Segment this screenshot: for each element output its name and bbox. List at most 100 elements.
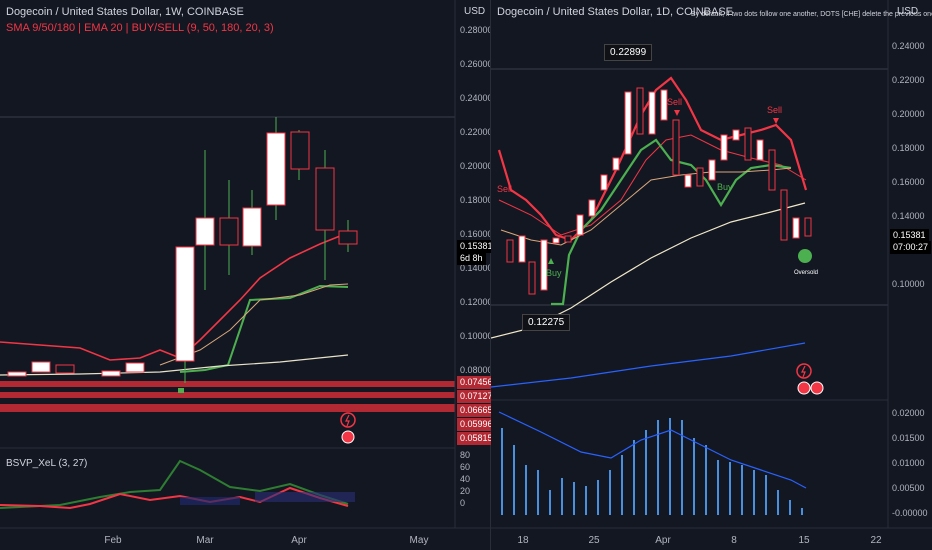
weekly-chart-svg[interactable]: 0.28000 0.26000 0.24000 0.22000 0.20000 0.180… <box>0 0 490 550</box>
lightning-icon <box>340 412 356 428</box>
countdown-badge: 6d 8h <box>457 252 486 265</box>
dots-note: By default, if two dots follow one anoth… <box>691 11 932 18</box>
indicator-list[interactable]: SMA 9/50/180 | EMA 20 | BUY/SELL (9, 50,… <box>6 22 274 34</box>
osc-tick: 20 <box>460 486 470 496</box>
volume-bar <box>753 470 755 515</box>
volume-bar <box>561 478 563 515</box>
candle <box>101 370 121 377</box>
support-level-1 <box>0 381 455 387</box>
volume-tick: 0.01500 <box>892 433 925 443</box>
volume-bar <box>693 438 695 515</box>
daily-chart-svg[interactable]: 0.24000 0.22000 0.20000 0.18000 0.16000 0.140… <box>491 0 932 550</box>
sma-orange-line <box>159 283 349 366</box>
price-tick: 0.22000 <box>892 75 925 85</box>
time-tick: Feb <box>104 535 122 546</box>
volume-average-line <box>498 411 807 489</box>
time-tick: Apr <box>655 535 671 546</box>
volume-bar <box>573 482 575 515</box>
daily-chart-panel[interactable]: 0.24000 0.22000 0.20000 0.18000 0.16000 0.140… <box>491 0 932 550</box>
oscillator-green-line <box>0 459 349 509</box>
volume-bar <box>537 470 539 515</box>
volume-bar <box>669 418 671 515</box>
price-tick: 0.16000 <box>460 229 490 239</box>
oscillator-label[interactable]: BSVP_XeL (3, 27) <box>6 458 88 469</box>
buy-signal: Buy <box>717 182 733 192</box>
oversold-dot <box>798 249 812 263</box>
volume-tick: 0.02000 <box>892 408 925 418</box>
volume-bar <box>645 430 647 515</box>
weekly-candles <box>7 117 358 383</box>
volume-bar <box>609 470 611 515</box>
level-badge: 0.07456 <box>457 376 496 389</box>
candle <box>7 371 27 377</box>
ema-red-thin-line <box>498 134 807 236</box>
candle <box>338 230 358 245</box>
price-tick: 0.14000 <box>460 263 490 273</box>
chart-title: Dogecoin / United States Dollar, 1W, COI… <box>6 6 244 18</box>
us-flag-icon <box>797 381 811 395</box>
volume-bar <box>549 490 551 515</box>
daily-candles <box>506 87 812 295</box>
price-tick: 0.28000 <box>460 25 490 35</box>
volume-bar <box>621 455 623 515</box>
volume-bar <box>729 462 731 515</box>
price-tick: 0.18000 <box>892 143 925 153</box>
price-tick: 0.14000 <box>892 211 925 221</box>
volume-histogram <box>501 418 803 515</box>
level-badge: 0.06665 <box>457 404 496 417</box>
volume-bar <box>765 475 767 515</box>
volume-bar <box>801 508 803 515</box>
volume-bar <box>657 420 659 515</box>
buy-arrow-icon <box>548 258 554 264</box>
current-price-badge: 0.15381 <box>890 229 929 242</box>
sma-blue-line <box>491 342 806 388</box>
signal-marker <box>178 388 184 393</box>
price-tick: 0.20000 <box>460 161 490 171</box>
level-badge: 0.05996 <box>457 418 496 431</box>
volume-tick: -0.00000 <box>892 508 928 518</box>
osc-tick: 40 <box>460 474 470 484</box>
price-tick: 0.08000 <box>460 365 490 375</box>
volume-bar <box>513 445 515 515</box>
volume-bar <box>705 445 707 515</box>
volume-bar <box>525 465 527 515</box>
candle <box>175 246 195 362</box>
volume-tick: 0.01000 <box>892 458 925 468</box>
sma-orange-line <box>500 167 792 246</box>
price-tick: 0.20000 <box>892 109 925 119</box>
volume-bar <box>585 486 587 515</box>
volume-bar <box>633 440 635 515</box>
time-tick: 15 <box>798 535 810 546</box>
chart-title: Dogecoin / United States Dollar, 1D, COI… <box>497 6 733 18</box>
countdown-badge: 07:00:27 <box>890 241 932 254</box>
time-tick: 25 <box>588 535 600 546</box>
volume-bar <box>501 428 503 515</box>
us-flag-icon <box>810 381 824 395</box>
high-label: 0.22899 <box>604 44 653 61</box>
oscillator-red-line <box>0 486 349 510</box>
price-tick: 0.24000 <box>460 93 490 103</box>
sell-signal: Sell <box>767 105 783 115</box>
us-flag-icon <box>341 430 355 444</box>
support-level-2 <box>0 392 455 398</box>
volume-bar <box>681 420 683 515</box>
ema-red-line <box>497 76 808 242</box>
currency-label[interactable]: USD <box>897 6 919 17</box>
low-label: 0.12275 <box>522 314 571 331</box>
osc-tick: 60 <box>460 462 470 472</box>
candle <box>195 217 215 246</box>
volume-tick: 0.00500 <box>892 483 925 493</box>
candle <box>219 217 239 246</box>
osc-tick: 0 <box>460 498 465 508</box>
currency-label[interactable]: USD <box>464 6 486 17</box>
oscillator-histogram <box>180 497 240 505</box>
level-badge: 0.05815 <box>457 432 496 445</box>
sell-arrow-icon <box>674 110 680 116</box>
price-tick: 0.10000 <box>460 331 490 341</box>
weekly-chart-panel[interactable]: 0.28000 0.26000 0.24000 0.22000 0.20000 0.180… <box>0 0 496 550</box>
candle <box>290 131 310 170</box>
sma-green-line <box>179 284 349 373</box>
buy-signal: Buy <box>546 268 562 278</box>
time-tick: Apr <box>291 535 307 546</box>
support-level-3 <box>0 404 455 412</box>
